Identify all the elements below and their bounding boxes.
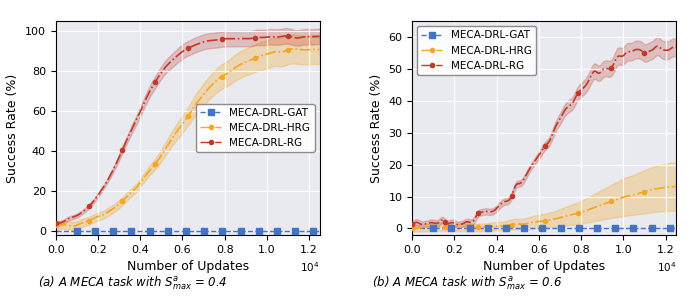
X-axis label: Number of Updates: Number of Updates [127,260,249,273]
Legend: MECA-DRL-GAT, MECA-DRL-HRG, MECA-DRL-RG: MECA-DRL-GAT, MECA-DRL-HRG, MECA-DRL-RG [418,26,536,75]
Text: $10^{4}$: $10^{4}$ [300,260,320,274]
X-axis label: Number of Updates: Number of Updates [483,260,605,273]
Text: $10^{4}$: $10^{4}$ [657,260,676,274]
Text: (a) A MECA task with $S^{a}_{max}$ = 0.4: (a) A MECA task with $S^{a}_{max}$ = 0.4 [38,275,227,292]
Y-axis label: Success Rate (%): Success Rate (%) [369,73,383,182]
Y-axis label: Success Rate (%): Success Rate (%) [6,73,20,182]
Text: (b) A MECA task with $S^{a}_{max}$ = 0.6: (b) A MECA task with $S^{a}_{max}$ = 0.6 [372,275,562,292]
Legend: MECA-DRL-GAT, MECA-DRL-HRG, MECA-DRL-RG: MECA-DRL-GAT, MECA-DRL-HRG, MECA-DRL-RG [196,104,314,152]
